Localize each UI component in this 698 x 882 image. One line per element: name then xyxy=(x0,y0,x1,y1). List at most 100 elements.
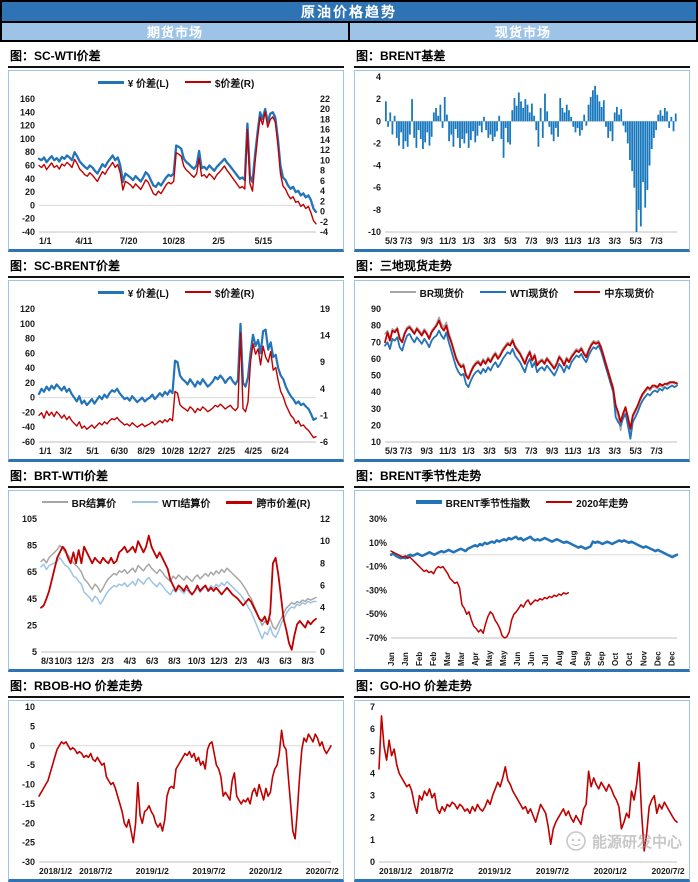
svg-text:30: 30 xyxy=(371,404,381,414)
svg-text:45: 45 xyxy=(27,594,37,604)
svg-text:60: 60 xyxy=(25,161,35,171)
cell-brent-seasonal: 图：BRENT季节性走势 BRENT季节性指数 2020年走势 30% 10% -10%… xyxy=(354,468,690,672)
cell-brt-wti: 图：BRT-WTI价差 BR结算价 WTI结算价 跨市价差(R) 105 85 65 45 2… xyxy=(8,468,344,672)
chart-canvas-brent-seasonal: 30%10%-10%-30%-50%-70%Jan Jan Feb Feb Mar Mar… xyxy=(366,514,679,666)
svg-text:0: 0 xyxy=(320,647,325,657)
market-header-row: 期货市场 现货市场 xyxy=(0,22,698,42)
svg-text:-20: -20 xyxy=(22,407,35,417)
legend-swatch xyxy=(184,291,211,293)
svg-text:Dec: Dec xyxy=(653,651,662,666)
chart-title-rbob-ho: 图：RBOB-HO 价差走势 xyxy=(8,678,344,698)
chart-rbob-ho-spread: 10 5 0 -5 -10 -15 -20 -25 -30 2018/1/2 2018/7/2 201… xyxy=(8,700,344,882)
svg-text:Mar: Mar xyxy=(457,652,466,666)
svg-text:May: May xyxy=(485,650,494,666)
svg-text:-70%: -70% xyxy=(366,633,387,643)
svg-text:9/3: 9/3 xyxy=(421,236,434,246)
svg-text:2018/7/2: 2018/7/2 xyxy=(420,866,453,876)
svg-text:1/1: 1/1 xyxy=(39,446,52,456)
svg-text:2019/1/2: 2019/1/2 xyxy=(478,866,511,876)
svg-text:80: 80 xyxy=(371,321,381,331)
svg-text:Aug: Aug xyxy=(569,650,578,666)
svg-text:120: 120 xyxy=(20,304,35,314)
svg-text:40: 40 xyxy=(25,174,35,184)
svg-text:3/3: 3/3 xyxy=(609,236,622,246)
svg-text:3/2: 3/2 xyxy=(60,446,73,456)
chart-title-three-region-spot: 图：三地现货走势 xyxy=(354,258,690,278)
legend-label: 2020年走势 xyxy=(576,498,629,510)
svg-text:1/3: 1/3 xyxy=(588,446,601,456)
legend-swatch xyxy=(226,500,253,504)
svg-text:10/3: 10/3 xyxy=(54,656,72,666)
chart-legend: BR结算价 WTI结算价 跨市价差(R) xyxy=(9,491,343,513)
legend-item: BR结算价 xyxy=(41,495,116,510)
svg-text:0: 0 xyxy=(30,393,35,403)
legend-label: ¥ 价差(L) xyxy=(127,78,169,90)
svg-text:3/3: 3/3 xyxy=(483,236,496,246)
legend-swatch xyxy=(41,501,68,503)
chart-canvas-go-ho-spread: 7 6 5 4 3 2 1 0 2018/1/2 2018/7/2 2019/1/2 2019/7/2… xyxy=(370,702,685,876)
svg-text:2020/7/2: 2020/7/2 xyxy=(306,866,339,876)
svg-text:2018/1/2: 2018/1/2 xyxy=(379,866,412,876)
svg-text:20: 20 xyxy=(320,104,330,114)
svg-text:60: 60 xyxy=(371,354,381,364)
svg-text:10/3: 10/3 xyxy=(188,656,206,666)
cell-sc-brent: 图：SC-BRENT价差 ¥ 价差(L) $价差(R) 120 100 80 60 40 20… xyxy=(8,258,344,462)
svg-text:80: 80 xyxy=(25,334,35,344)
svg-text:2: 2 xyxy=(370,813,375,823)
svg-text:7/20: 7/20 xyxy=(120,236,138,246)
chart-title-brent-seasonal: 图：BRENT季节性走势 xyxy=(354,468,690,488)
svg-text:9/3: 9/3 xyxy=(546,446,559,456)
svg-text:-10: -10 xyxy=(368,227,381,237)
legend-item: ¥ 价差(L) xyxy=(97,75,169,90)
svg-text:12/27: 12/27 xyxy=(188,446,211,456)
svg-text:3/3: 3/3 xyxy=(483,446,496,456)
svg-text:11/3: 11/3 xyxy=(439,446,456,456)
legend-label: WTI现货价 xyxy=(510,288,559,300)
cell-go-ho: 图：GO-HO 价差走势 7 6 5 4 3 2 1 0 2018/1/2 2018/7/2 201… xyxy=(354,678,690,882)
svg-text:2/5: 2/5 xyxy=(212,236,225,246)
svg-text:10: 10 xyxy=(25,702,35,712)
svg-text:Oct: Oct xyxy=(611,652,620,666)
svg-text:6/3: 6/3 xyxy=(279,656,292,666)
svg-text:-60: -60 xyxy=(22,437,35,447)
svg-text:7/3: 7/3 xyxy=(400,236,413,246)
legend-item: BRENT季节性指数 xyxy=(415,495,531,510)
svg-text:2019/7/2: 2019/7/2 xyxy=(536,866,569,876)
svg-text:6: 6 xyxy=(320,176,325,186)
legend-item: 2020年走势 xyxy=(546,495,628,510)
svg-text:9/3: 9/3 xyxy=(421,446,434,456)
header-futures-market: 期货市场 xyxy=(2,23,350,40)
svg-text:8/3: 8/3 xyxy=(41,656,54,666)
svg-text:12/3: 12/3 xyxy=(210,656,228,666)
legend-item: 中东现货价 xyxy=(574,285,654,300)
svg-text:2019/7/2: 2019/7/2 xyxy=(192,866,225,876)
legend-swatch xyxy=(389,291,416,293)
legend-label: BRENT季节性指数 xyxy=(445,498,531,510)
svg-text:12: 12 xyxy=(320,514,330,524)
svg-text:2: 2 xyxy=(320,625,325,635)
svg-text:18: 18 xyxy=(320,114,330,124)
svg-text:9: 9 xyxy=(320,357,325,367)
svg-text:2/25: 2/25 xyxy=(218,446,236,456)
svg-text:6/30: 6/30 xyxy=(111,446,129,456)
svg-text:1: 1 xyxy=(370,835,375,845)
legend-label: ¥ 价差(L) xyxy=(127,288,169,300)
svg-text:4/25: 4/25 xyxy=(244,446,262,456)
svg-text:5/3: 5/3 xyxy=(629,236,642,246)
svg-text:70: 70 xyxy=(371,337,381,347)
svg-text:140: 140 xyxy=(20,107,35,117)
svg-text:Aug: Aug xyxy=(555,650,564,666)
svg-text:5: 5 xyxy=(370,746,375,756)
chart-brent-basis: 4 2 0 -2 -4 -6 -8 -10 5/3 7/3 9/3 11/3 1/3 3/3 5/3 7/3 9… xyxy=(354,70,690,252)
svg-text:16: 16 xyxy=(320,125,330,135)
svg-text:-20: -20 xyxy=(22,818,35,828)
svg-text:5/3: 5/3 xyxy=(629,446,642,456)
svg-text:5: 5 xyxy=(30,721,35,731)
svg-text:Sep: Sep xyxy=(583,651,592,666)
svg-text:20: 20 xyxy=(25,187,35,197)
svg-text:8/3: 8/3 xyxy=(301,656,314,666)
svg-text:11/3: 11/3 xyxy=(564,236,581,246)
svg-text:100: 100 xyxy=(20,319,35,329)
svg-text:5/3: 5/3 xyxy=(385,236,398,246)
legend-swatch xyxy=(132,501,159,503)
